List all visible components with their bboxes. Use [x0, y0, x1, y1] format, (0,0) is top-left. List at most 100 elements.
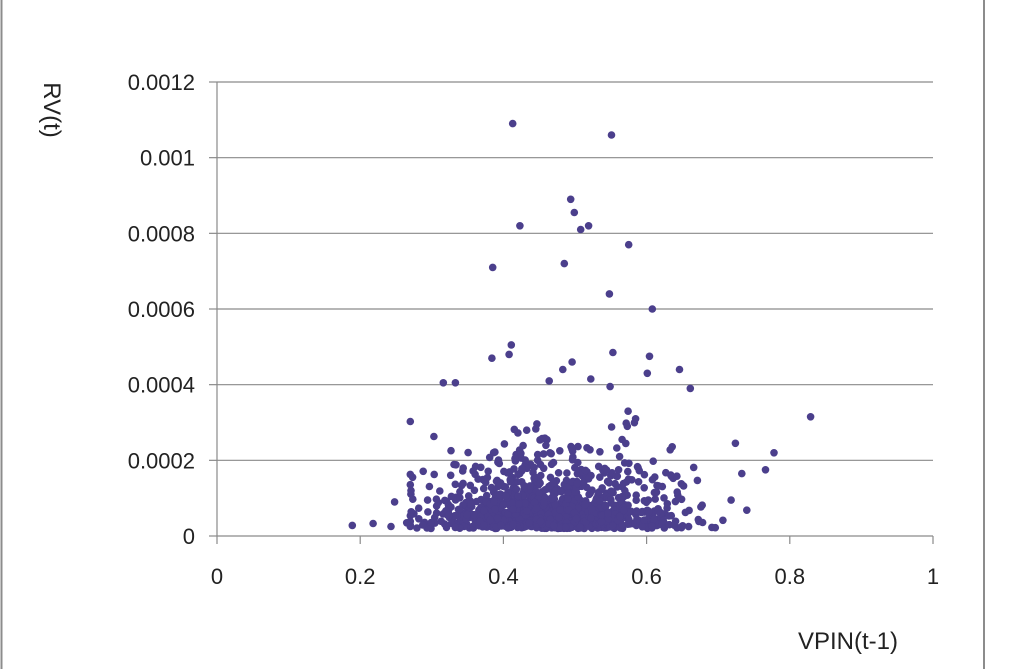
- scatter-point: [474, 475, 482, 483]
- scatter-point: [649, 515, 658, 524]
- scatter-point: [525, 519, 533, 527]
- scatter-point: [480, 506, 488, 515]
- scatter-point: [463, 510, 471, 519]
- scatter-point: [407, 508, 416, 516]
- scatter-point: [564, 506, 573, 514]
- scatter-point: [348, 521, 357, 530]
- scatter-point: [631, 415, 640, 423]
- scatter-point: [608, 521, 617, 530]
- scatter-point: [555, 513, 563, 522]
- scatter-point: [686, 384, 695, 393]
- scatter-point: [601, 501, 610, 510]
- scatter-point: [532, 504, 541, 512]
- scatter-point: [548, 495, 556, 503]
- scatter-point: [406, 480, 415, 489]
- scatter-point: [602, 466, 611, 474]
- x-tick-labels: 0 0.2 0.4 0.6 0.8 1: [211, 564, 939, 589]
- scatter-point: [517, 449, 525, 458]
- scatter-point: [663, 500, 672, 508]
- scatter-point: [633, 515, 641, 524]
- scatter-point: [488, 354, 496, 363]
- scatter-point: [549, 458, 558, 467]
- y-tick-label: 0.0004: [128, 373, 195, 398]
- scatter-point: [423, 496, 432, 504]
- scatter-point: [624, 467, 632, 476]
- scatter-point: [615, 452, 624, 461]
- scatter-point: [520, 481, 528, 490]
- scatter-point: [673, 472, 681, 481]
- scatter-point: [500, 467, 508, 476]
- scatter-point: [632, 507, 641, 515]
- scatter-point: [587, 514, 595, 522]
- scatter-point: [455, 505, 464, 514]
- x-tick-label: 0.2: [345, 564, 376, 589]
- scatter-point: [413, 524, 421, 532]
- scatter-point: [622, 419, 630, 428]
- scatter-point: [660, 494, 668, 502]
- scatter-point: [505, 350, 513, 359]
- scatter-point: [530, 498, 539, 507]
- scatter-point: [477, 463, 485, 472]
- scatter-point: [662, 468, 670, 477]
- scatter-point: [568, 445, 576, 453]
- scatter-point: [605, 479, 613, 487]
- scatter-point: [598, 484, 606, 492]
- scatter-point: [684, 522, 693, 531]
- scatter-point: [620, 459, 629, 467]
- scatter-point: [648, 475, 657, 484]
- scatter-point: [584, 475, 593, 483]
- scatter-point: [441, 496, 449, 505]
- scatter-point: [490, 497, 499, 506]
- scatter-point: [484, 467, 493, 476]
- scatter-point: [494, 482, 503, 491]
- scatter-point: [472, 497, 481, 506]
- scatter-point: [446, 471, 455, 480]
- scatter-point: [501, 492, 510, 500]
- scatter-point: [506, 475, 514, 484]
- scatter-point: [533, 456, 542, 465]
- scatter-point: [390, 498, 399, 506]
- scatter-point: [568, 358, 576, 366]
- scatter-point: [609, 348, 617, 357]
- scatter-point: [640, 516, 649, 524]
- scatter-point: [427, 518, 436, 527]
- scatter-point: [596, 448, 604, 456]
- scatter-point: [677, 523, 685, 531]
- scatter-point: [369, 519, 377, 528]
- scatter-point: [640, 497, 649, 505]
- scatter-point: [451, 523, 460, 532]
- scatter-point: [670, 521, 678, 529]
- scatter-point: [470, 486, 479, 495]
- scatter-point: [526, 482, 534, 490]
- scatter-points: [348, 119, 815, 533]
- scatter-point: [510, 465, 518, 473]
- scatter-point: [415, 515, 423, 523]
- scatter-point: [508, 499, 517, 508]
- scatter-point: [681, 508, 690, 517]
- scatter-point: [501, 483, 510, 491]
- y-tick-label: 0: [183, 524, 195, 549]
- scatter-point: [425, 482, 434, 491]
- scatter-point: [675, 365, 684, 374]
- scatter-point: [648, 522, 656, 530]
- scatter-point: [643, 369, 652, 378]
- scatter-point: [634, 478, 643, 486]
- scatter-point: [541, 486, 549, 494]
- scatter-point: [530, 463, 538, 472]
- scatter-point: [770, 449, 778, 457]
- scatter-point: [761, 466, 770, 474]
- scatter-point: [562, 523, 570, 532]
- scatter-point: [451, 379, 460, 387]
- scatter-point: [500, 440, 509, 448]
- x-tick-label: 0.4: [488, 564, 519, 589]
- scatter-point: [436, 487, 444, 495]
- scatter-point: [555, 524, 564, 532]
- scatter-point: [467, 500, 475, 509]
- scatter-point: [479, 484, 488, 493]
- scatter-point: [697, 503, 705, 511]
- scatter-point: [635, 466, 644, 475]
- scatter-point: [518, 465, 526, 473]
- scatter-point: [557, 487, 565, 496]
- x-tick-label: 0: [211, 564, 223, 589]
